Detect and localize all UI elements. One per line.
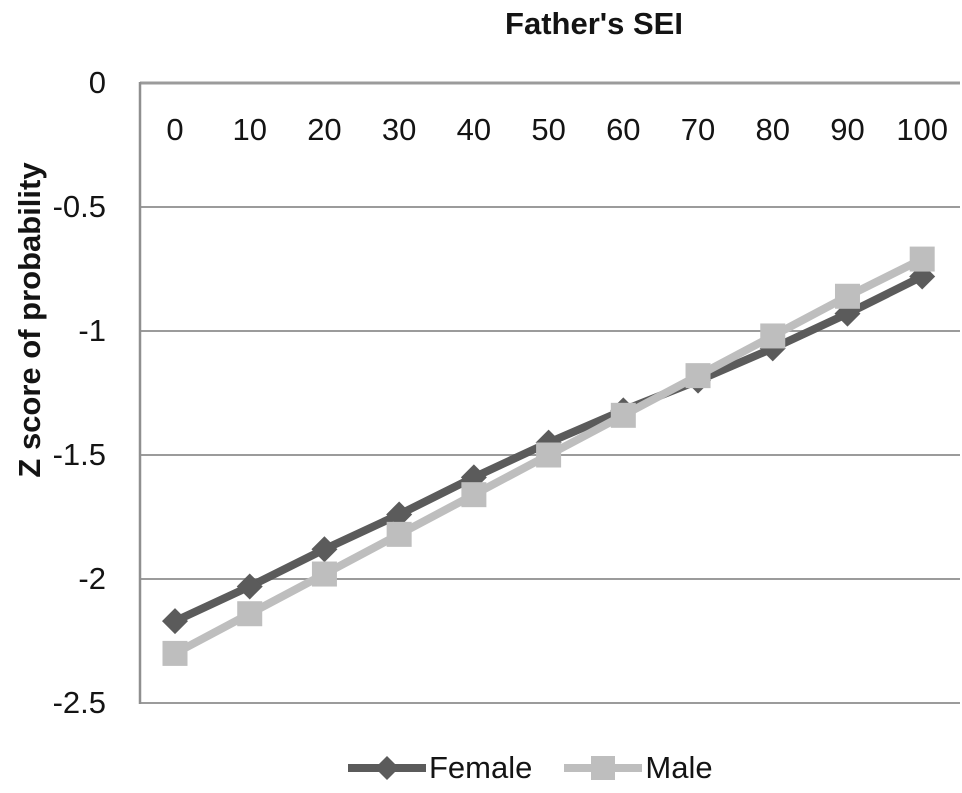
x-tick-label: 10 (232, 112, 267, 147)
legend-square-sample (564, 756, 643, 780)
legend: Female Male (348, 750, 713, 786)
square-marker-male (237, 601, 263, 627)
square-marker-male (685, 363, 711, 389)
diamond-marker-female (236, 573, 263, 600)
x-tick-label: 90 (830, 112, 865, 147)
x-tick-label: 30 (381, 112, 417, 147)
legend-label-male: Male (645, 750, 713, 785)
chart-title: Father's SEI (505, 6, 683, 41)
x-tick-label: 60 (606, 112, 641, 147)
square-marker-male (311, 561, 337, 587)
diamond-marker-female (386, 501, 413, 528)
square-marker-male (536, 442, 562, 468)
y-tick-label: -0.5 (52, 189, 106, 224)
y-tick-label: -2.5 (52, 685, 106, 720)
y-tick-label: 0 (88, 65, 106, 100)
square-marker-male (909, 246, 935, 272)
square-marker-male (386, 521, 412, 547)
x-tick-label: 100 (896, 112, 949, 147)
y-tick-label: -1 (78, 313, 106, 348)
square-marker-male (162, 640, 188, 666)
square-marker-male (461, 482, 487, 508)
square-marker-male (834, 283, 860, 309)
diamond-marker-female (311, 536, 338, 563)
x-tick-label: 80 (755, 112, 790, 147)
x-tick-label: 50 (531, 112, 566, 147)
x-tick-label: 40 (456, 112, 492, 147)
legend-item-female: Female (348, 750, 532, 786)
diamond-marker-female (162, 608, 188, 635)
y-tick-label: -2 (78, 561, 106, 596)
x-tick-label: 0 (166, 112, 184, 147)
y-tick-label: -1.5 (52, 437, 106, 472)
legend-diamond-sample (348, 756, 426, 780)
x-tick-label: 70 (680, 112, 716, 147)
legend-label-female: Female (429, 750, 533, 785)
legend-item-male: Male (564, 750, 713, 786)
x-tick-label: 20 (307, 112, 342, 147)
square-marker-male (610, 402, 636, 428)
square-marker-male (760, 323, 786, 349)
